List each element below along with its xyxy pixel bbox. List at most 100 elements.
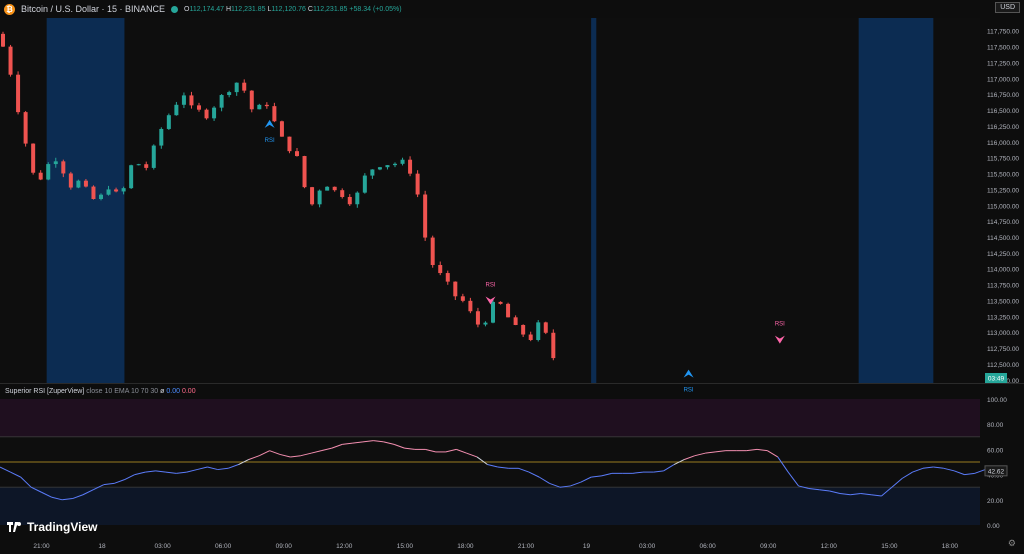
time-axis: 21:00 18 03:00 06:00 09:00 12:00 15:00 18:00 21:…: [33, 543, 958, 550]
time-tick-label: 18:00: [457, 543, 474, 550]
candle: [166, 115, 171, 129]
candle: [385, 165, 390, 168]
candle: [491, 301, 495, 323]
candle: [415, 173, 420, 195]
rsi-line-segment: [694, 452, 706, 457]
signal-highlight-band: [46, 18, 125, 383]
rsi-line-segment: [549, 482, 561, 488]
rsi-line-segment: [207, 466, 218, 471]
rsi-line-segment: [653, 470, 664, 473]
rsi-line-segment: [321, 447, 332, 452]
rsi-line-segment: [310, 450, 322, 454]
rsi-line-segment: [528, 471, 540, 478]
candle: [460, 296, 465, 301]
price-tick-label: 114,000.00: [987, 267, 1019, 274]
candle: [99, 194, 103, 200]
rsi-line-segment: [331, 443, 343, 449]
rsi-line-segment: [113, 479, 125, 484]
rsi-line-segment: [466, 452, 478, 458]
candle: [23, 112, 28, 144]
candle: [295, 151, 299, 157]
currency-selector[interactable]: USD: [995, 2, 1020, 13]
candle: [302, 156, 307, 188]
price-tick-label: 117,000.00: [987, 76, 1019, 83]
rsi-line-segment: [10, 471, 21, 478]
candle: [453, 281, 458, 297]
rsi-line-segment: [217, 467, 229, 471]
rsi-line-segment: [570, 481, 581, 487]
candle: [129, 165, 134, 189]
candle: [528, 334, 533, 341]
time-tick-label: 09:00: [276, 543, 293, 550]
buy-signal: RSI: [264, 119, 275, 144]
candle: [76, 180, 81, 188]
price-tick-label: 116,750.00: [987, 92, 1019, 99]
candle: [355, 192, 360, 205]
candle: [38, 172, 43, 180]
buy-arrow-icon: [264, 119, 275, 128]
rsi-value-2: 0.00: [181, 388, 196, 395]
candle: [551, 332, 556, 359]
time-tick-label: 18: [98, 543, 106, 550]
price-tick-label: 112,750.00: [987, 346, 1019, 353]
rsi-params: close 10 EMA 10 70 30: [86, 388, 159, 395]
rsi-line-segment: [41, 491, 53, 498]
rsi-line-segment: [839, 493, 851, 496]
time-tick-label: 12:00: [821, 543, 838, 550]
candle: [498, 301, 503, 304]
price-tick-label: 114,250.00: [987, 251, 1019, 258]
candle: [377, 167, 382, 170]
candle: [197, 105, 201, 110]
rsi-line-segment: [30, 486, 42, 493]
rsi-line-segment: [673, 459, 685, 465]
rsi-line-segment: [72, 494, 84, 500]
settings-icon[interactable]: ⚙: [1007, 538, 1016, 548]
candle: [53, 161, 58, 165]
rsi-line-segment: [425, 448, 436, 453]
candle: [423, 194, 428, 238]
open-label: O: [184, 5, 190, 13]
candle: [106, 189, 111, 195]
candle: [408, 159, 413, 174]
price-tick-label: 112,500.00: [987, 362, 1019, 369]
rsi-line-segment: [559, 485, 571, 488]
candle: [227, 92, 232, 96]
rsi-line-segment: [487, 464, 498, 468]
candle: [234, 82, 239, 93]
candle: [264, 104, 269, 107]
rsi-line-segment: [684, 455, 695, 460]
rsi-line-segment: [871, 494, 882, 497]
rsi-symbol: ø: [160, 388, 165, 395]
low-label: L: [267, 5, 272, 13]
candle: [521, 324, 526, 335]
brand-name: TradingView: [27, 520, 98, 534]
tradingview-logo[interactable]: TradingView: [7, 520, 97, 534]
rsi-indicator-title[interactable]: Superior RSI [ZuperView] close 10 EMA 10…: [5, 388, 196, 395]
sell-signal: RSI: [775, 322, 785, 344]
rsi-line-segment: [145, 470, 156, 473]
sell-signal: RSI: [486, 282, 496, 305]
ohlc-values: O112,174.47 H112,231.85 L112,120.76 C112…: [184, 6, 402, 13]
time-tick-label: 06:00: [215, 543, 232, 550]
rsi-line-segment: [445, 448, 457, 453]
rsi-value-1: 0.00: [166, 388, 181, 395]
candle: [219, 95, 224, 108]
time-tick-label: 19: [583, 543, 591, 550]
candle: [483, 322, 488, 325]
price-tick-label: 116,000.00: [987, 140, 1019, 147]
rsi-line-segment: [373, 440, 384, 443]
symbol-title[interactable]: Bitcoin / U.S. Dollar · 15 · BINANCE: [21, 4, 166, 14]
time-tick-label: 03:00: [639, 543, 656, 550]
rsi-line-segment: [819, 489, 830, 492]
candle: [536, 322, 541, 341]
price-tick-label: 113,500.00: [987, 298, 1019, 305]
time-tick-label: 18:00: [942, 543, 959, 550]
price-tick-label: 115,500.00: [987, 172, 1019, 179]
rsi-tick-label: 0.00: [987, 523, 1000, 530]
candle: [393, 163, 397, 166]
candle: [68, 173, 73, 188]
candle: [151, 145, 156, 168]
candle: [317, 190, 322, 205]
